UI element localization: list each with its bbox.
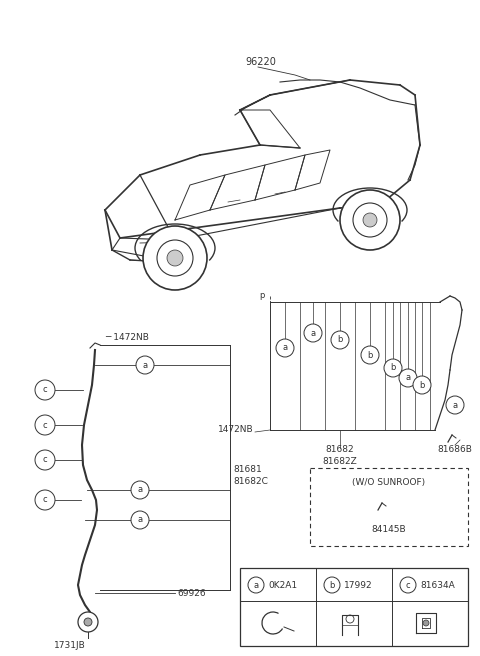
- Text: 84145B: 84145B: [372, 525, 406, 535]
- Text: c: c: [43, 420, 48, 430]
- Circle shape: [384, 359, 402, 377]
- Text: (W/O SUNROOF): (W/O SUNROOF): [352, 478, 426, 487]
- Text: 81682Z: 81682Z: [323, 457, 358, 466]
- Text: a: a: [311, 329, 315, 337]
- Circle shape: [143, 226, 207, 290]
- Circle shape: [304, 324, 322, 342]
- Text: b: b: [390, 363, 396, 373]
- Text: 1472NB: 1472NB: [218, 426, 253, 434]
- Text: a: a: [406, 373, 410, 382]
- Text: 81682C: 81682C: [233, 478, 268, 487]
- Text: a: a: [137, 516, 143, 525]
- Circle shape: [35, 380, 55, 400]
- Circle shape: [35, 450, 55, 470]
- Text: b: b: [329, 581, 335, 590]
- Text: 81634A: 81634A: [420, 581, 455, 590]
- Circle shape: [131, 511, 149, 529]
- Bar: [240, 568, 468, 646]
- Circle shape: [248, 577, 264, 593]
- Circle shape: [331, 331, 349, 349]
- Circle shape: [84, 618, 92, 626]
- Circle shape: [363, 213, 377, 227]
- Bar: [310, 468, 468, 546]
- Text: 17992: 17992: [344, 581, 372, 590]
- Text: 69926: 69926: [177, 588, 205, 598]
- Circle shape: [131, 481, 149, 499]
- Text: a: a: [282, 344, 288, 352]
- Text: c: c: [43, 455, 48, 464]
- Circle shape: [399, 369, 417, 387]
- Circle shape: [276, 339, 294, 357]
- Text: a: a: [137, 485, 143, 495]
- Text: a: a: [453, 401, 457, 409]
- Text: ─ 1472NB: ─ 1472NB: [105, 333, 149, 342]
- Circle shape: [136, 356, 154, 374]
- Circle shape: [324, 577, 340, 593]
- Text: a: a: [253, 581, 259, 590]
- Text: 81682: 81682: [326, 445, 354, 455]
- Text: 0K2A1: 0K2A1: [268, 581, 297, 590]
- Text: a: a: [143, 361, 147, 369]
- Circle shape: [413, 376, 431, 394]
- Circle shape: [340, 190, 400, 250]
- Text: b: b: [367, 350, 372, 359]
- Text: 1731JB: 1731JB: [54, 640, 86, 649]
- Circle shape: [361, 346, 379, 364]
- Text: p: p: [260, 291, 265, 300]
- Circle shape: [423, 620, 429, 626]
- Circle shape: [35, 490, 55, 510]
- Text: c: c: [43, 495, 48, 504]
- Text: b: b: [337, 335, 343, 344]
- Circle shape: [35, 415, 55, 435]
- Text: 81686B: 81686B: [438, 445, 472, 455]
- Circle shape: [446, 396, 464, 414]
- Text: c: c: [406, 581, 410, 590]
- Circle shape: [400, 577, 416, 593]
- Text: c: c: [43, 386, 48, 394]
- Text: b: b: [420, 380, 425, 390]
- Text: 96220: 96220: [245, 57, 276, 67]
- Circle shape: [78, 612, 98, 632]
- Circle shape: [167, 250, 183, 266]
- Text: 81681: 81681: [233, 466, 262, 474]
